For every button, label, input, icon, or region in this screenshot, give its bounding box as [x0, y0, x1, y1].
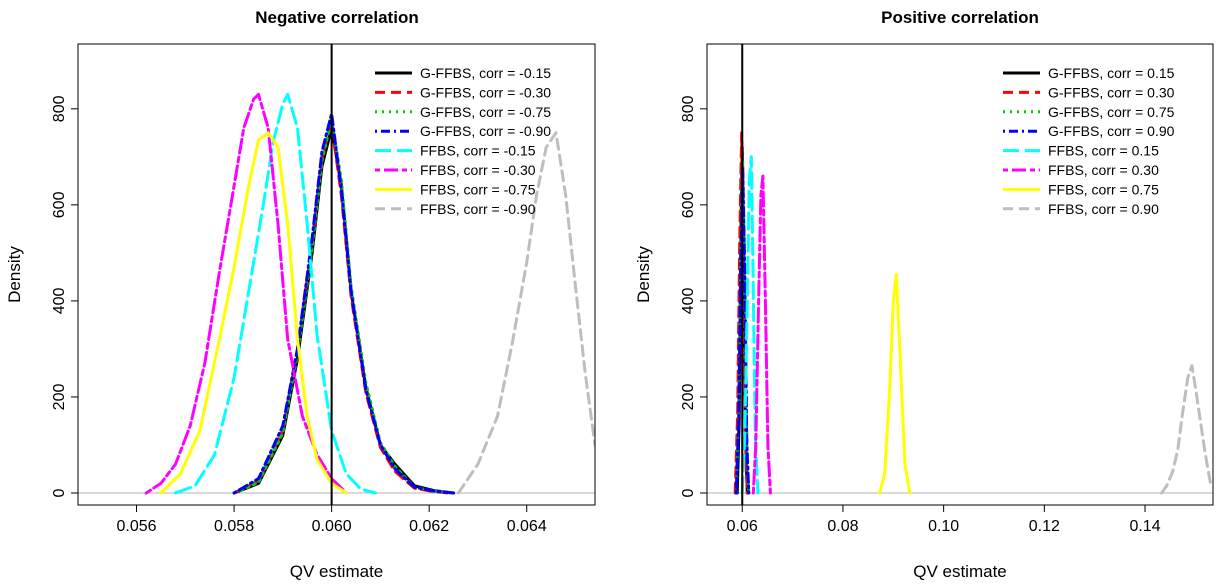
x-tick-label: 0.12 — [1029, 518, 1060, 535]
x-tick-label: 0.058 — [214, 518, 254, 535]
legend-label: G-FFBS, corr = -0.90 — [420, 123, 551, 139]
x-tick-label: 0.056 — [117, 518, 157, 535]
y-tick-label: 200 — [51, 384, 68, 411]
legend-label: G-FFBS, corr = 0.30 — [1048, 84, 1175, 100]
negative-correlation-panel: Negative correlation 0.056 0.058 0.060 0.062… — [5, 8, 596, 581]
series-line-3 — [734, 165, 751, 495]
y-tick-label: 600 — [680, 191, 697, 218]
x-tick-label: 0.14 — [1129, 518, 1160, 535]
chart-title: Negative correlation — [255, 8, 418, 27]
x-tick-label: 0.06 — [727, 518, 758, 535]
y-tick-label: 600 — [51, 191, 68, 218]
legend-label: FFBS, corr = -0.90 — [420, 201, 536, 217]
y-tick-label: 0 — [680, 488, 697, 497]
legend-label: FFBS, corr = -0.30 — [420, 162, 536, 178]
series-line-3 — [232, 112, 456, 495]
x-tick-label: 0.060 — [312, 518, 352, 535]
legend: G-FFBS, corr = 0.15 G-FFBS, corr = 0.30 G-… — [1003, 65, 1175, 217]
series-line-5 — [751, 174, 772, 495]
legend-label: FFBS, corr = -0.75 — [420, 181, 536, 197]
series-line-5 — [144, 92, 348, 495]
x-tick-label: 0.08 — [827, 518, 858, 535]
density-curves — [144, 92, 595, 495]
legend-label: FFBS, corr = 0.90 — [1048, 201, 1159, 217]
y-tick-label: 400 — [680, 287, 697, 314]
x-axis-label: QV estimate — [290, 562, 384, 581]
y-tick-label: 800 — [680, 95, 697, 122]
legend-label: FFBS, corr = 0.15 — [1048, 143, 1159, 159]
series-line-6 — [159, 131, 348, 495]
legend-label: FFBS, corr = 0.30 — [1048, 162, 1159, 178]
legend: G-FFBS, corr = -0.15 G-FFBS, corr = -0.30… — [375, 65, 551, 217]
legend-label: G-FFBS, corr = -0.75 — [420, 104, 551, 120]
series-line-4 — [174, 92, 377, 495]
legend-label: G-FFBS, corr = -0.15 — [420, 65, 551, 81]
legend-label: FFBS, corr = -0.15 — [420, 143, 536, 159]
y-tick-label: 0 — [51, 488, 68, 497]
series-line-7 — [456, 131, 595, 495]
series-line-6 — [878, 273, 912, 495]
x-tick-label: 0.10 — [928, 518, 959, 535]
x-tick-label: 0.064 — [507, 518, 547, 535]
y-tick-label: 400 — [51, 287, 68, 314]
legend-label: G-FFBS, corr = -0.30 — [420, 84, 551, 100]
y-tick-label: 800 — [51, 95, 68, 122]
chart-title: Positive correlation — [881, 8, 1039, 27]
x-axis-label: QV estimate — [913, 562, 1007, 581]
y-tick-label: 200 — [680, 384, 697, 411]
y-axis-label: Density — [5, 246, 24, 303]
positive-correlation-panel: Positive correlation 0.06 0.08 0.10 0.12 0.14… — [634, 8, 1214, 581]
series-line-4 — [740, 155, 760, 495]
legend-label: G-FFBS, corr = 0.75 — [1048, 104, 1175, 120]
y-axis-label: Density — [634, 246, 653, 303]
plot-frame — [77, 43, 596, 506]
plot-frame — [706, 43, 1214, 506]
legend-label: G-FFBS, corr = 0.90 — [1048, 123, 1175, 139]
x-tick-label: 0.062 — [409, 518, 449, 535]
legend-label: G-FFBS, corr = 0.15 — [1048, 65, 1175, 81]
legend-label: FFBS, corr = 0.75 — [1048, 181, 1159, 197]
series-line-7 — [1160, 364, 1212, 495]
